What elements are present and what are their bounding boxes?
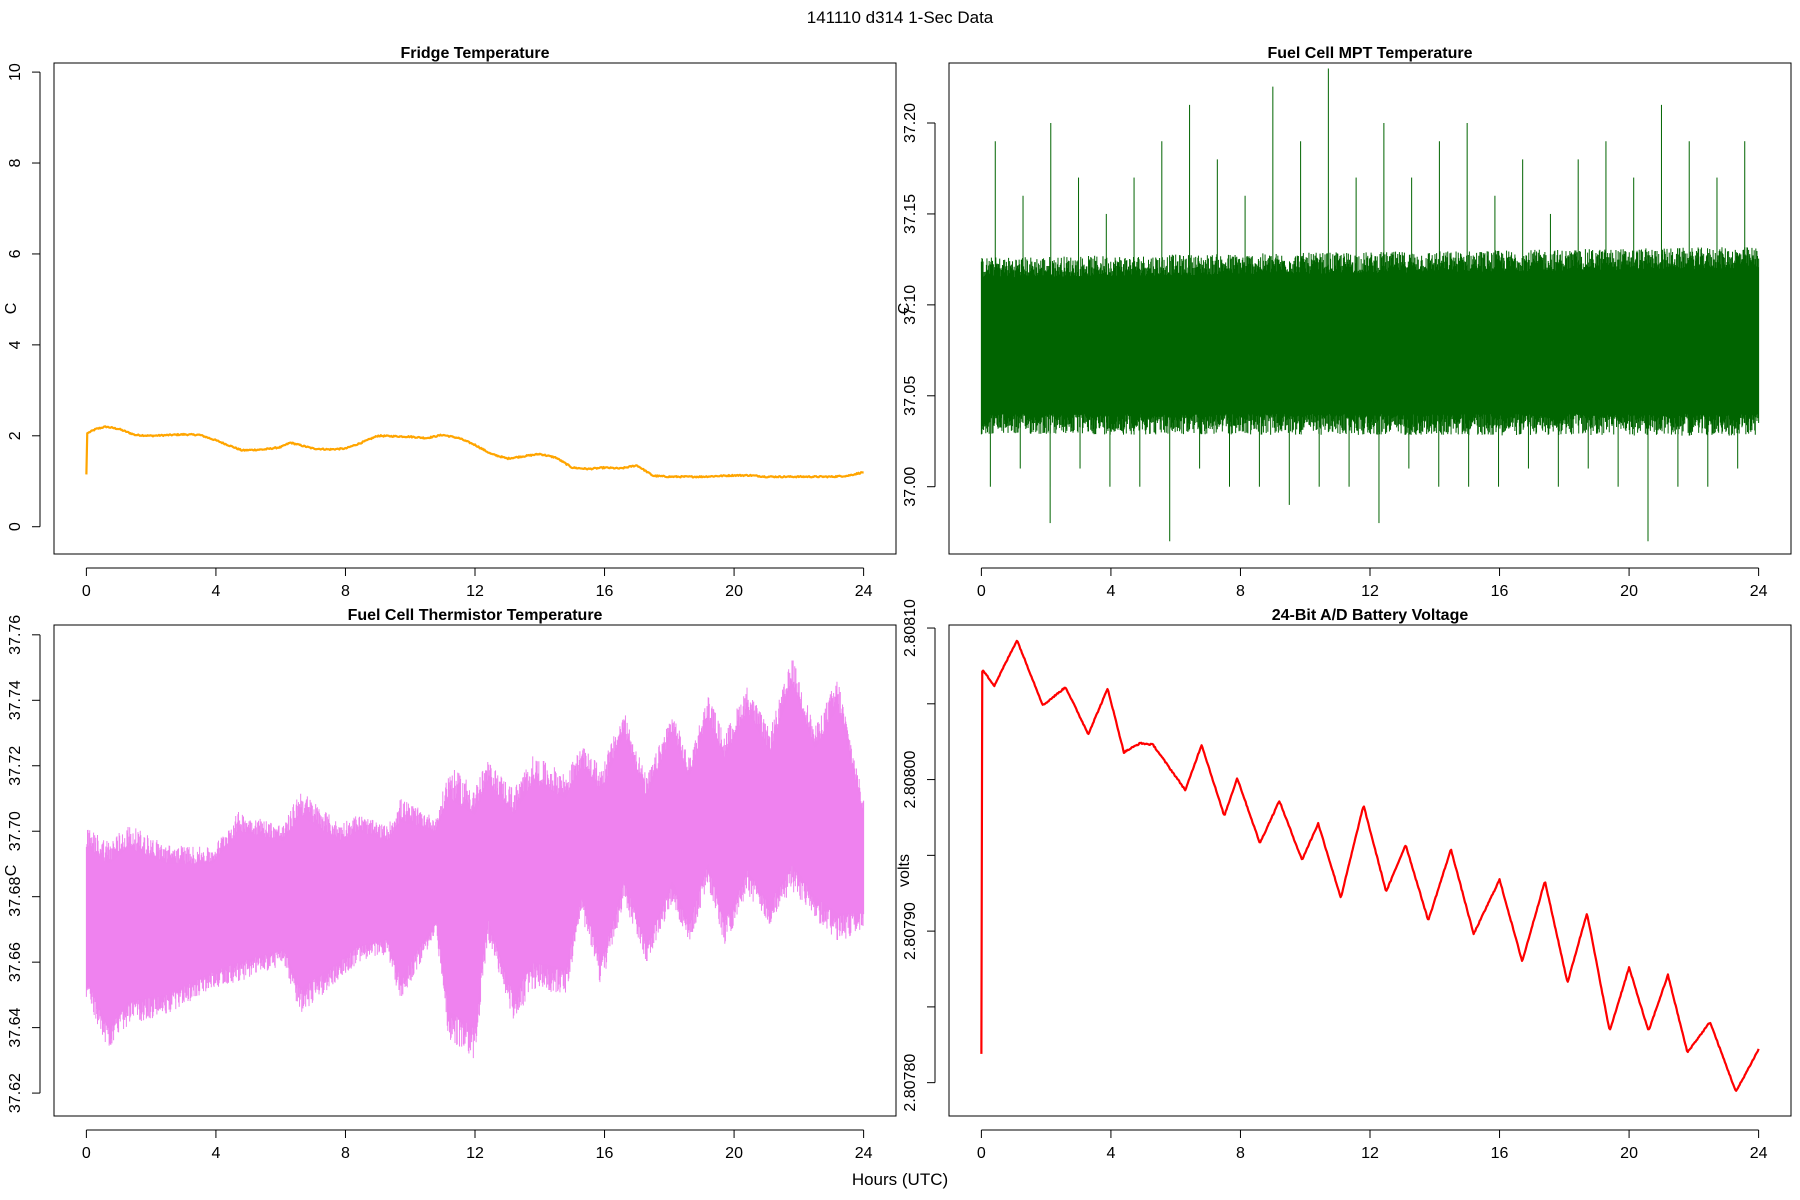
mpt-y-tick-label: 37.10 <box>902 285 919 325</box>
thermistor-y-tick-label: 37.66 <box>7 942 24 982</box>
thermistor-series <box>85 660 865 1059</box>
thermistor-y-tick-label: 37.64 <box>7 1008 24 1048</box>
fridge-y-tick-label: 10 <box>7 63 24 81</box>
fridge-y-tick-label: 4 <box>7 340 24 349</box>
battery-y-tick-label: 2.80800 <box>902 751 919 809</box>
panel-fuel-cell-mpt-temperature: Fuel Cell MPT Temperature C 0 4 8 12 16 20 24 37.… <box>896 45 1792 600</box>
fridge-y-tick-label: 2 <box>7 431 24 440</box>
battery-title: 24-Bit A/D Battery Voltage <box>1272 607 1469 624</box>
fridge-x-tick-label: 16 <box>596 583 614 600</box>
mpt-y-tick-label: 37.20 <box>902 103 919 143</box>
thermistor-x-tick-label: 12 <box>466 1145 484 1162</box>
battery-y-tick-label: 2.80790 <box>902 902 919 960</box>
mpt-x-tick-label: 4 <box>1106 583 1115 600</box>
fridge-x-tick-label: 8 <box>341 583 350 600</box>
panel-battery-voltage: 24-Bit A/D Battery Voltage volts 0 4 8 12 16 20… <box>896 599 1792 1162</box>
thermistor-title: Fuel Cell Thermistor Temperature <box>348 607 603 624</box>
battery-x-tick-label: 20 <box>1620 1145 1638 1162</box>
figure-title: 141110 d314 1-Sec Data <box>807 8 994 27</box>
battery-y-tick-label: 2.80810 <box>902 599 919 657</box>
mpt-y-tick-label: 37.05 <box>902 376 919 416</box>
fridge-y-label: C <box>3 303 20 315</box>
thermistor-y-label: C <box>3 865 20 877</box>
fridge-plot-frame <box>53 62 897 555</box>
thermistor-x-tick-label: 16 <box>596 1145 614 1162</box>
fridge-y-tick-label: 6 <box>7 249 24 258</box>
thermistor-plot-frame <box>53 624 897 1117</box>
mpt-title: Fuel Cell MPT Temperature <box>1267 45 1472 62</box>
fridge-x-tick-label: 0 <box>82 583 91 600</box>
battery-x-tick-label: 12 <box>1361 1145 1379 1162</box>
thermistor-x-tick-label: 24 <box>855 1145 873 1162</box>
fridge-y-tick-label: 8 <box>7 158 24 167</box>
battery-series <box>980 639 1760 1092</box>
thermistor-y-tick-label: 37.74 <box>7 680 24 720</box>
fridge-series <box>85 425 864 479</box>
battery-line <box>980 639 1760 1092</box>
mpt-plot-frame <box>948 62 1792 555</box>
thermistor-y-tick-label: 37.68 <box>7 877 24 917</box>
fridge-title: Fridge Temperature <box>400 45 549 62</box>
thermistor-x-tick-label: 0 <box>82 1145 91 1162</box>
panel-fuel-cell-thermistor-temperature: Fuel Cell Thermistor Temperature C 0 4 8 12 16… <box>3 607 897 1162</box>
mpt-series <box>980 68 1760 542</box>
fridge-x-tick-label: 12 <box>466 583 484 600</box>
mpt-x-tick-label: 0 <box>977 583 986 600</box>
mpt-x-tick-label: 8 <box>1236 583 1245 600</box>
figure-x-label: Hours (UTC) <box>852 1170 948 1189</box>
fridge-line <box>85 425 864 479</box>
thermistor-x-tick-label: 8 <box>341 1145 350 1162</box>
battery-x-tick-label: 8 <box>1236 1145 1245 1162</box>
battery-plot-frame <box>948 624 1792 1117</box>
thermistor-y-tick-label: 37.72 <box>7 746 24 786</box>
thermistor-x-tick-label: 4 <box>211 1145 220 1162</box>
fridge-x-tick-label: 4 <box>211 583 220 600</box>
fridge-x-tick-label: 24 <box>855 583 873 600</box>
battery-x-tick-label: 4 <box>1106 1145 1115 1162</box>
thermistor-y-tick-label: 37.76 <box>7 615 24 655</box>
battery-y-label: volts <box>896 854 913 887</box>
mpt-y-label: C <box>896 303 913 315</box>
mpt-band-core <box>981 268 1759 414</box>
mpt-y-tick-label: 37.15 <box>902 194 919 234</box>
battery-y-tick-label: 2.80780 <box>902 1054 919 1112</box>
thermistor-y-tick-label: 37.62 <box>7 1073 24 1113</box>
thermistor-x-tick-label: 20 <box>725 1145 743 1162</box>
thermistor-band-core <box>86 687 864 1028</box>
mpt-y-tick-label: 37.00 <box>902 467 919 507</box>
fridge-x-tick-label: 20 <box>725 583 743 600</box>
battery-x-tick-label: 0 <box>977 1145 986 1162</box>
battery-x-tick-label: 16 <box>1491 1145 1509 1162</box>
fridge-y-tick-label: 0 <box>7 522 24 531</box>
mpt-x-tick-label: 16 <box>1491 583 1509 600</box>
thermistor-y-tick-label: 37.70 <box>7 811 24 851</box>
mpt-x-tick-label: 12 <box>1361 583 1379 600</box>
battery-x-tick-label: 24 <box>1750 1145 1768 1162</box>
mpt-x-tick-label: 24 <box>1750 583 1768 600</box>
mpt-x-tick-label: 20 <box>1620 583 1638 600</box>
